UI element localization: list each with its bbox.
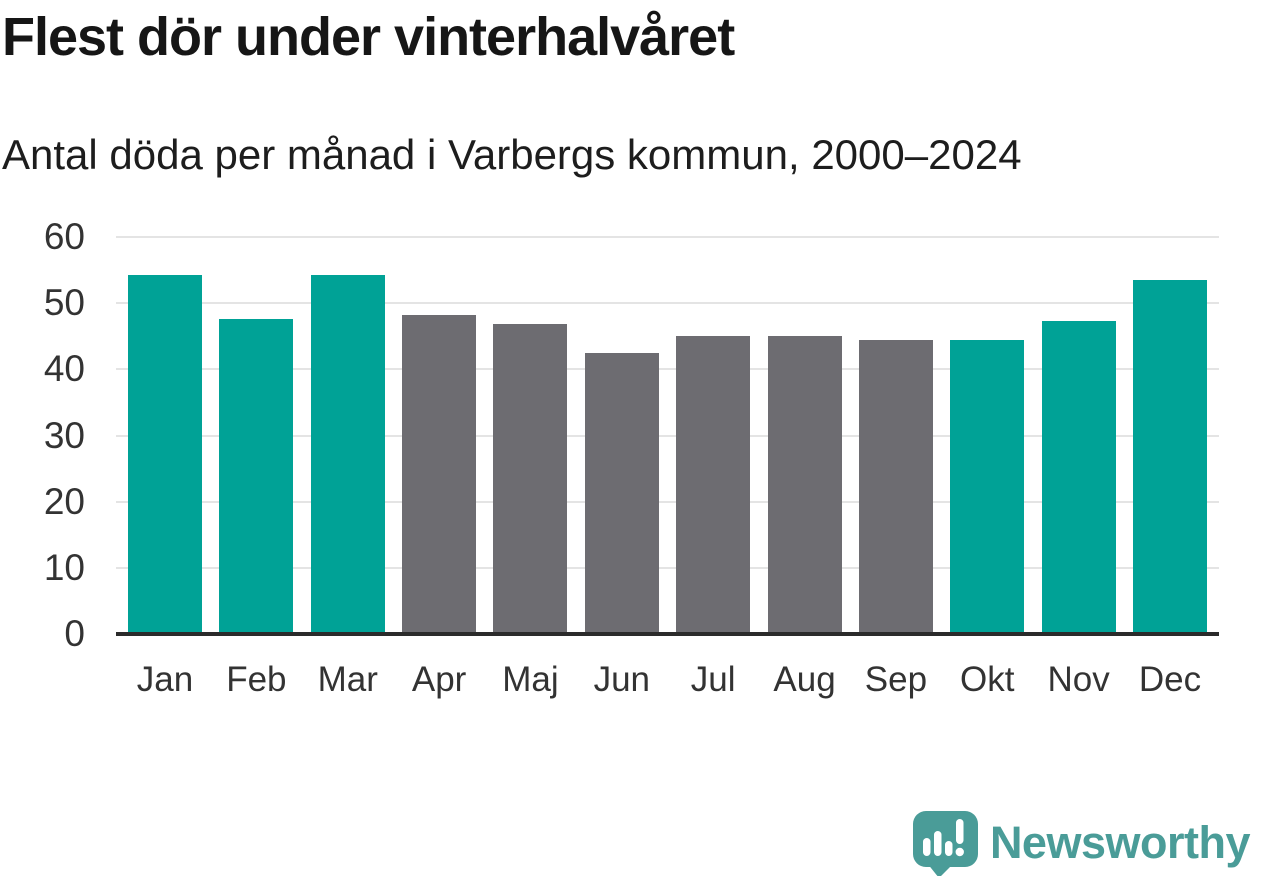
- bar-apr: [402, 315, 477, 634]
- bar-mar: [310, 274, 385, 634]
- x-tick-label: Apr: [411, 660, 467, 699]
- x-tick-label: Mar: [317, 660, 378, 699]
- bar-jan: [128, 275, 202, 634]
- bar-maj: [493, 324, 568, 634]
- logo-bar-1: [922, 837, 931, 856]
- y-tick-label: 30: [43, 414, 85, 456]
- bar-nov: [1041, 321, 1116, 634]
- gridline: [116, 566, 1219, 569]
- logo-bar-3: [944, 840, 953, 856]
- bar-jul: [676, 335, 751, 634]
- bar-jun: [584, 353, 659, 634]
- x-axis-labels: Jan Feb Mar Apr Maj Jun Jul Aug Sep Okt Nov Dec: [116, 658, 1219, 708]
- logo-bar-2: [933, 830, 942, 856]
- brand-name: Newsworthy: [989, 817, 1251, 868]
- x-tick-label: Dec: [1138, 660, 1202, 699]
- y-tick-label: 60: [43, 216, 85, 257]
- x-tick-label: Maj: [502, 660, 559, 699]
- bar-sep: [858, 339, 933, 634]
- gridline: [116, 500, 1219, 503]
- x-axis-line: [116, 632, 1219, 636]
- gridline: [116, 368, 1219, 371]
- y-tick-label: 50: [43, 282, 85, 324]
- x-tick-label: Nov: [1047, 660, 1110, 699]
- y-axis: 0 10 20 30 40 50 60: [0, 217, 85, 654]
- gridline: [116, 302, 1219, 305]
- y-tick-label: 20: [43, 480, 85, 522]
- newsworthy-logo-icon: [912, 810, 978, 876]
- x-tick-label: Okt: [960, 660, 1015, 699]
- logo-exclamation-stem: [955, 818, 964, 844]
- x-tick-label: Jan: [136, 660, 194, 699]
- x-tick-label: Jul: [690, 660, 736, 699]
- y-tick-label: 0: [64, 613, 85, 654]
- gridline: [116, 236, 1219, 238]
- x-tick-label: Feb: [226, 660, 287, 699]
- gridline: [116, 434, 1219, 437]
- chart-title: Flest dör under vinterhalvåret: [2, 7, 735, 67]
- chart-subtitle: Antal döda per månad i Varbergs kommun, …: [2, 131, 1022, 178]
- bar-dec: [1133, 280, 1207, 634]
- brand-footer: Newsworthy: [910, 809, 1251, 876]
- x-tick-label: Jun: [593, 660, 651, 699]
- plot-area: [116, 236, 1219, 636]
- bar-aug: [767, 335, 842, 634]
- bar-feb: [219, 319, 294, 634]
- x-tick-label: Sep: [864, 660, 928, 699]
- logo-exclamation-dot: [955, 847, 964, 856]
- y-tick-label: 40: [43, 348, 85, 390]
- y-tick-label: 10: [43, 546, 85, 588]
- bar-okt: [950, 340, 1025, 634]
- x-tick-label: Aug: [773, 660, 836, 699]
